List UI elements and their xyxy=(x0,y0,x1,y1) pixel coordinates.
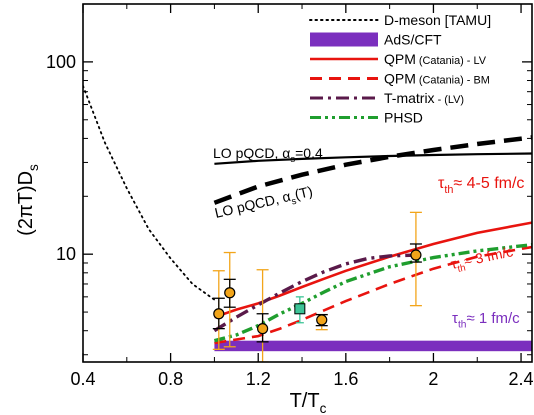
data-point-0 xyxy=(213,308,225,320)
legend-label: T-matrix - (LV) xyxy=(384,90,464,106)
x-tick-label-3: 1.6 xyxy=(333,369,358,389)
series-line-lo_pqcd_T xyxy=(213,135,532,205)
series-line-phsd xyxy=(213,243,532,343)
annotation-lo_pqcd_04: LO pQCD, αs=0.4 xyxy=(213,145,323,165)
y-tick-label-0: 10 xyxy=(56,244,76,264)
legend-label: AdS/CFT xyxy=(384,32,442,48)
legend-label: D-meson [TAMU] xyxy=(384,12,491,28)
x-tick-label-2: 1.2 xyxy=(246,369,271,389)
legend-label: QPM (Catania) - LV xyxy=(384,51,487,67)
x-tick-label-0: 0.4 xyxy=(70,369,95,389)
annotation-tau_45: τth≈ 4-5 fm/c xyxy=(438,175,524,196)
series-line-qpm_bm xyxy=(214,245,532,345)
legend-item-qpm_bm: QPM (Catania) - BM xyxy=(310,71,490,87)
data-point-3 xyxy=(316,314,328,326)
x-tick-label-4: 2 xyxy=(428,369,438,389)
legend-item-phsd: PHSD xyxy=(310,110,423,126)
legend-label: QPM (Catania) - BM xyxy=(384,71,490,87)
data-point-phsd xyxy=(294,303,306,315)
y-tick-label-1: 100 xyxy=(46,52,76,72)
series-line-qpm_lv xyxy=(213,221,532,319)
legend-label: PHSD xyxy=(384,110,423,126)
annotation-tau_3: τth≈ 3 fm/c xyxy=(449,243,515,276)
x-axis-label: T/Tc xyxy=(290,390,327,415)
legend-item-tmatrix: T-matrix - (LV) xyxy=(310,90,464,106)
x-tick-label-1: 0.8 xyxy=(158,369,183,389)
series-line-tmatrix xyxy=(213,253,419,333)
data-point-1 xyxy=(224,287,236,299)
annotation-tau_1: τth≈ 1 fm/c xyxy=(452,310,520,331)
x-tick-label-5: 2.4 xyxy=(509,369,534,389)
series-band-adscft xyxy=(214,340,532,352)
series-line-dmeson xyxy=(83,85,216,301)
annotation-lo_pqcd_T: LO pQCD, αs(T) xyxy=(213,183,315,225)
data-point-4 xyxy=(410,249,422,261)
legend-item-qpm_lv: QPM (Catania) - LV xyxy=(310,51,487,67)
y-axis-label: (2πT)Ds xyxy=(15,164,41,236)
data-point-2 xyxy=(257,323,269,335)
legend-swatch xyxy=(310,32,378,47)
legend-item-adscft: AdS/CFT xyxy=(310,32,442,48)
plot-frame xyxy=(82,3,533,363)
series-line-lo_pqcd_04 xyxy=(214,152,532,165)
legend-item-dmeson: D-meson [TAMU] xyxy=(309,12,491,28)
